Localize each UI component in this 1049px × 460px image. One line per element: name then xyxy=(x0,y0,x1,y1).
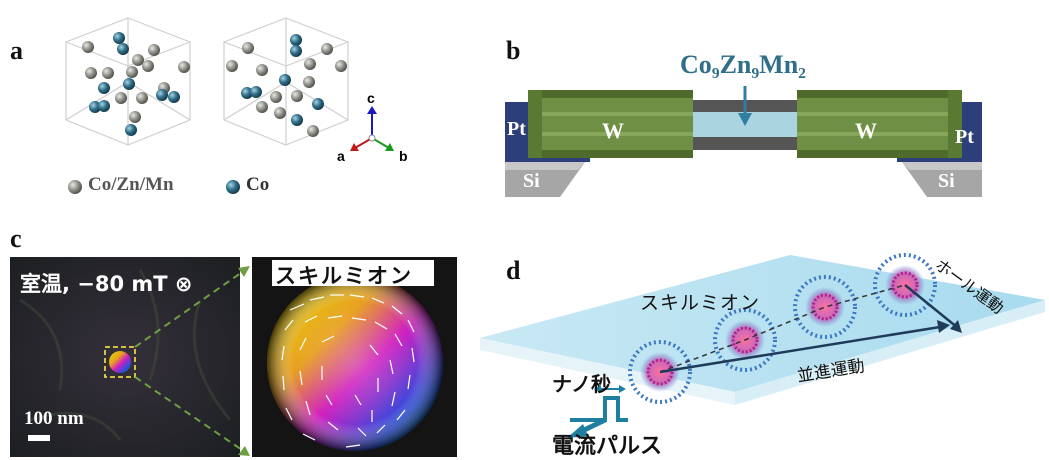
pulse-waveform xyxy=(570,396,628,422)
pt-label-right: Pt xyxy=(955,126,974,148)
legend-label-comn: Co/Zn/Mn xyxy=(88,174,174,195)
w-layer-left xyxy=(528,90,693,158)
axis-label-a: a xyxy=(337,148,345,164)
skyrmion-label: スキルミオン xyxy=(640,292,761,314)
crystal-cube-right xyxy=(223,17,349,146)
condition-label: 室温, −80 mT ⊗ xyxy=(20,272,193,296)
panel-c-letter: c xyxy=(10,224,22,253)
pulse-duration-label: ナノ秒 xyxy=(552,372,611,396)
panel-b-letter: b xyxy=(506,36,521,65)
atoms-cube-left xyxy=(82,32,190,136)
legend-gray-atom-icon xyxy=(68,180,82,194)
scale-bar-label: 100 nm xyxy=(24,408,84,429)
current-pulse-label: 電流パルス xyxy=(552,434,663,459)
axis-label-c: c xyxy=(367,90,375,106)
hall-arrow-icon xyxy=(950,320,962,333)
si-substrate-left xyxy=(505,162,585,197)
pt-label-left: Pt xyxy=(507,118,526,140)
axis-label-b: b xyxy=(399,148,408,164)
panel-d-letter: d xyxy=(506,256,521,285)
skyrmion-small xyxy=(109,351,131,373)
crystal-axes xyxy=(350,106,394,151)
skyrmion-inset-title: スキルミオン xyxy=(275,264,413,288)
w-label-right: W xyxy=(855,118,877,143)
down-arrow-icon xyxy=(738,113,752,126)
w-layer-right xyxy=(797,90,962,158)
connector-arrow-top xyxy=(238,266,250,277)
selection-box xyxy=(104,346,136,378)
skyrmion-3 xyxy=(793,275,857,339)
connector-arrow-bottom xyxy=(238,446,250,456)
translation-arrow-icon xyxy=(937,320,950,333)
magnetization-arrows xyxy=(281,294,415,448)
atoms-cube-right xyxy=(226,34,347,137)
skyrmion-path xyxy=(659,284,906,373)
legend-blue-atom-icon xyxy=(226,180,240,194)
current-arrow-icon xyxy=(567,424,588,438)
scale-bar xyxy=(28,435,50,441)
panel-a-letter: a xyxy=(10,36,23,65)
si-label-left: Si xyxy=(523,170,540,192)
w-label-left: W xyxy=(602,118,624,143)
material-label: Co₉Zn₉Mn₂ xyxy=(680,50,806,79)
si-substrate-right xyxy=(902,162,982,197)
si-label-right: Si xyxy=(938,170,955,192)
legend-label-co: Co xyxy=(246,174,270,195)
